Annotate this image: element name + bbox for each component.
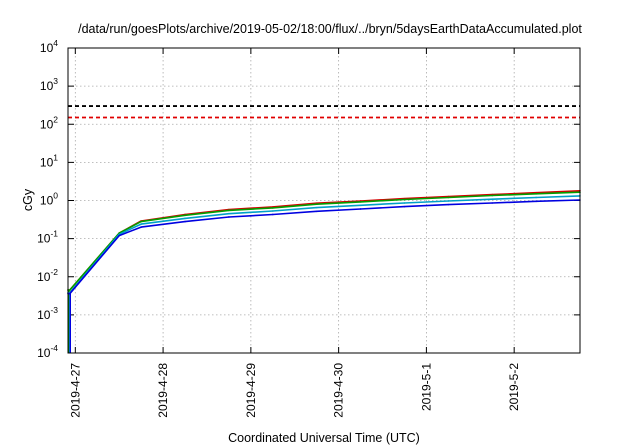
y-tick-label: 10-4 <box>37 343 58 360</box>
x-axis-label: Coordinated Universal Time (UTC) <box>228 431 420 445</box>
y-tick-base: 10 <box>40 155 54 169</box>
data-point <box>535 200 537 203</box>
y-tick-label: 100 <box>40 191 58 208</box>
x-tick-label: 2019-4-27 <box>68 363 82 418</box>
y-tick-exponent: 2 <box>53 114 58 124</box>
data-point <box>491 202 494 204</box>
x-tick-label: 2019-5-2 <box>507 363 521 411</box>
data-point <box>228 209 230 212</box>
data-point <box>359 204 362 207</box>
x-tick-label: 2019-4-30 <box>332 363 346 418</box>
data-point <box>69 292 71 295</box>
data-point <box>184 220 186 223</box>
x-tick-label: 2019-4-28 <box>156 363 170 418</box>
series-group <box>67 195 581 353</box>
series-group <box>67 191 581 353</box>
y-tick-exponent: -1 <box>50 229 58 239</box>
y-tick-label: 103 <box>40 76 58 93</box>
data-point <box>403 202 406 204</box>
x-tick-labels: 2019-4-27 2019-4-28 2019-4-29 2019-4-30 2019… <box>68 363 521 418</box>
x-tick-label: 2019-4-29 <box>244 363 258 418</box>
y-tick-exponent: 3 <box>53 76 58 86</box>
grid-lines <box>68 47 580 354</box>
y-tick-label: 10-2 <box>37 267 58 284</box>
y-tick-label: 10-1 <box>37 229 58 246</box>
data-point <box>118 234 120 237</box>
series-line <box>68 199 581 295</box>
data-point <box>228 212 230 215</box>
y-tick-base: 10 <box>37 232 51 246</box>
y-axis-label: cGy <box>21 188 35 211</box>
chart-title: /data/run/goesPlots/archive/2019-05-02/1… <box>78 22 582 36</box>
threshold-lines <box>68 105 580 119</box>
series-line <box>68 191 581 291</box>
series-group <box>67 199 581 353</box>
data-point <box>447 203 450 206</box>
y-tick-label: 10-3 <box>37 305 58 322</box>
data-point <box>403 198 406 201</box>
data-point <box>447 200 450 202</box>
x-tick-label: 2019-5-1 <box>419 363 433 411</box>
data-point <box>69 289 71 291</box>
data-point <box>272 213 274 216</box>
y-tick-exponent: 0 <box>53 191 58 201</box>
y-tick-base: 10 <box>37 308 51 322</box>
data-point <box>315 203 318 205</box>
y-tick-exponent: -4 <box>50 343 58 353</box>
data-point <box>359 201 362 203</box>
data-point <box>359 208 362 210</box>
y-tick-base: 10 <box>40 41 54 55</box>
data-series <box>67 189 581 353</box>
data-point <box>184 217 186 220</box>
data-point <box>447 196 450 199</box>
data-point <box>535 196 537 199</box>
data-point <box>272 210 274 212</box>
y-tick-base: 10 <box>37 270 51 284</box>
y-tick-exponent: -3 <box>50 305 58 315</box>
series-line <box>68 190 581 291</box>
y-tick-exponent: 4 <box>53 38 58 48</box>
y-tick-base: 10 <box>37 346 51 360</box>
series-group <box>67 189 581 353</box>
y-tick-label: 102 <box>40 114 58 131</box>
y-tick-base: 10 <box>40 79 54 93</box>
y-tick-label: 104 <box>40 38 58 55</box>
data-point <box>491 198 494 201</box>
data-point <box>184 214 186 217</box>
data-point <box>535 192 537 195</box>
y-tick-label: 101 <box>40 152 58 169</box>
data-point <box>140 226 142 228</box>
plot-frame <box>67 47 581 354</box>
data-point <box>315 206 318 209</box>
series-line <box>68 195 581 294</box>
data-point <box>228 216 230 218</box>
y-tick-exponent: 1 <box>53 152 58 162</box>
y-tick-base: 10 <box>40 117 54 131</box>
data-point <box>272 207 274 209</box>
data-point <box>315 210 318 213</box>
data-point <box>491 194 494 197</box>
data-point <box>140 220 142 223</box>
y-tick-exponent: -2 <box>50 267 58 277</box>
y-tick-base: 10 <box>40 194 54 208</box>
data-point <box>403 205 406 208</box>
data-point <box>140 223 142 225</box>
